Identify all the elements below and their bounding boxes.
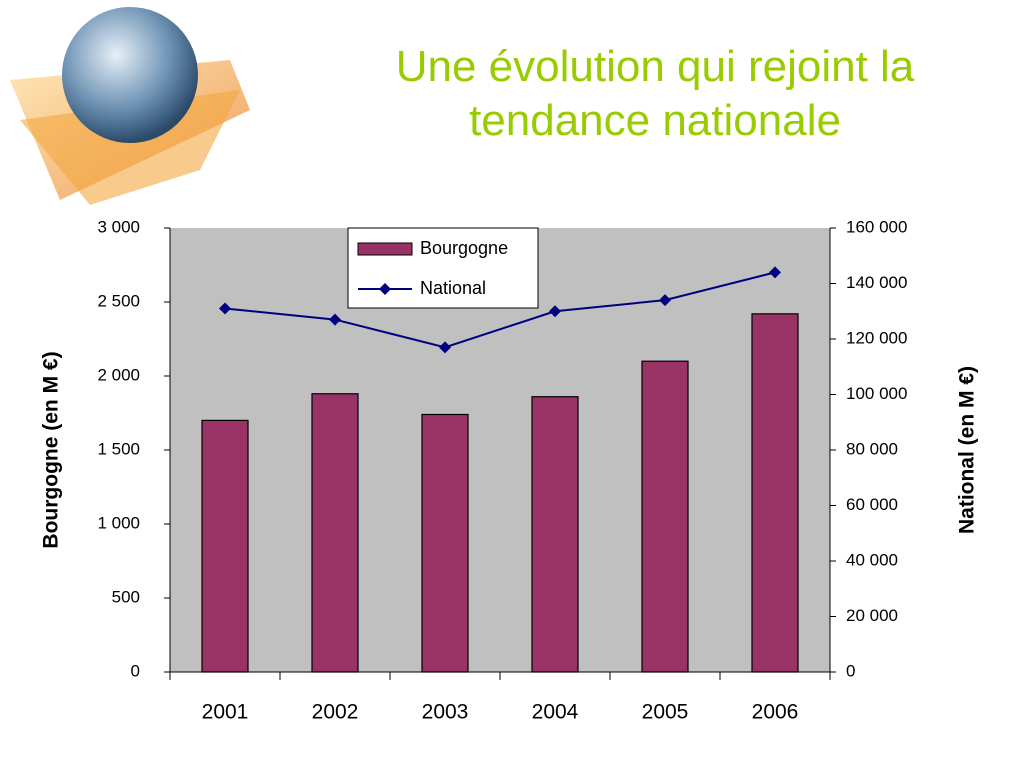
- y-tick-label: 500: [112, 587, 140, 606]
- marker: [769, 266, 781, 279]
- legend-label: Bourgogne: [420, 238, 508, 258]
- x-tick-label: 2005: [642, 701, 689, 724]
- legend: [347, 227, 539, 309]
- legend-swatch: [357, 242, 413, 256]
- bar: [421, 413, 469, 673]
- y-tick-label: 3 000: [97, 217, 140, 236]
- bar: [531, 396, 579, 673]
- marker: [439, 341, 451, 354]
- logo: [10, 7, 250, 205]
- marker: [549, 305, 561, 318]
- chart-title: Une évolution qui rejoint la tendance na…: [395, 42, 915, 145]
- y2-tick-label: 20 000: [846, 606, 898, 625]
- x-tick-label: 2003: [422, 701, 469, 724]
- y-axis-label: Bourgogne (en M €): [40, 351, 63, 548]
- bar: [751, 313, 799, 673]
- y-tick-label: 1 500: [97, 439, 140, 458]
- y2-tick-label: 100 000: [846, 384, 907, 403]
- y-tick-label: 2 000: [97, 365, 140, 384]
- line: [224, 271, 776, 349]
- marker: [329, 313, 341, 326]
- y2-tick-label: 0: [846, 661, 855, 680]
- marker: [219, 302, 231, 315]
- x-tick-label: 2001: [202, 701, 249, 724]
- y2-axis-label: National (en M €): [956, 366, 979, 534]
- y-tick-label: 1 000: [97, 513, 140, 532]
- x-tick-label: 2006: [752, 701, 799, 724]
- bar: [641, 360, 689, 673]
- y2-tick-label: 160 000: [846, 217, 907, 236]
- y2-tick-label: 60 000: [846, 495, 898, 514]
- y-tick-label: 2 500: [97, 291, 140, 310]
- y2-tick-label: 140 000: [846, 273, 907, 292]
- y2-tick-label: 120 000: [846, 328, 907, 347]
- legend-swatch: [379, 283, 391, 295]
- marker: [659, 294, 671, 307]
- y2-tick-label: 40 000: [846, 550, 898, 569]
- y-tick-label: 0: [131, 661, 140, 680]
- x-tick-label: 2004: [532, 701, 579, 724]
- legend-label: National: [420, 278, 486, 298]
- bar: [311, 393, 359, 673]
- bar: [201, 419, 249, 673]
- y2-tick-label: 80 000: [846, 439, 898, 458]
- x-tick-label: 2002: [312, 701, 359, 724]
